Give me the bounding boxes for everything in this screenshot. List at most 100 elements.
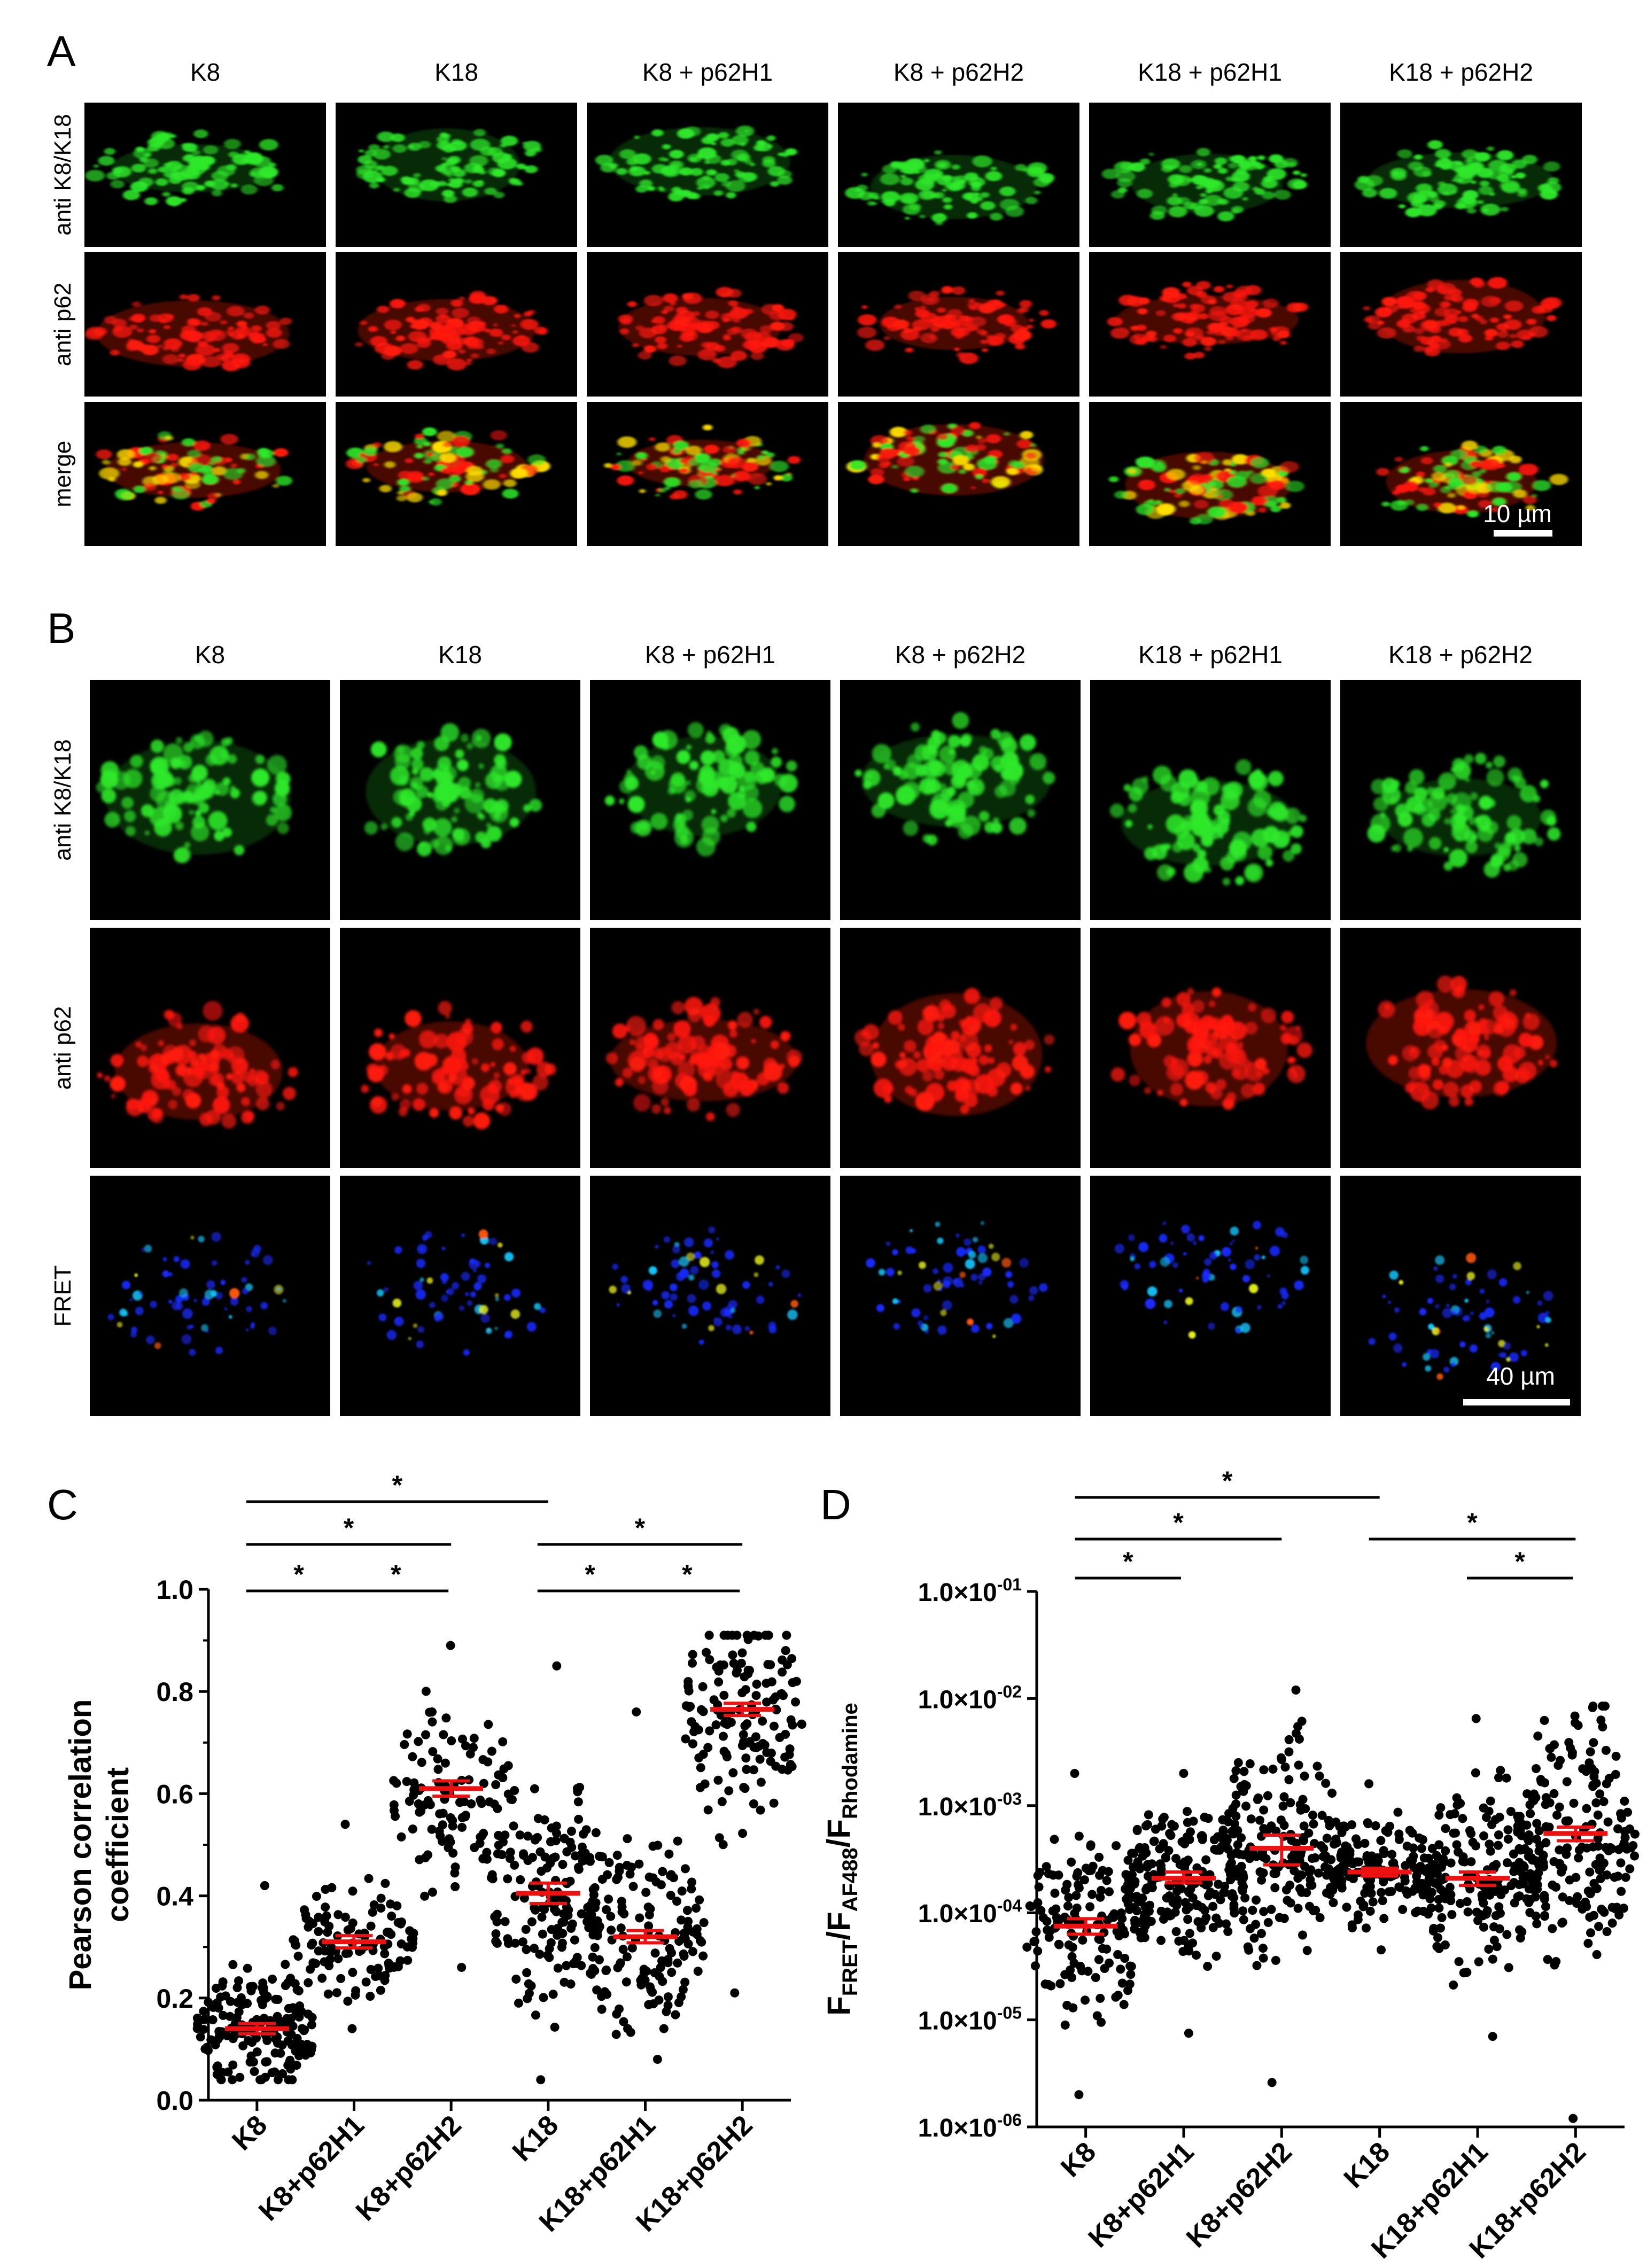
data-point bbox=[1524, 1898, 1534, 1907]
data-point bbox=[275, 2016, 284, 2025]
data-point bbox=[1462, 1897, 1472, 1907]
data-point bbox=[632, 1707, 641, 1716]
chart-d-fret-ratio: 1.0×10-06 1.0×10-05 1.0×10-04 1.0×10-03 1.0×… bbox=[821, 1466, 1640, 2265]
data-point bbox=[1584, 1758, 1594, 1768]
data-point bbox=[539, 1993, 548, 2002]
data-point bbox=[601, 1966, 611, 1976]
column-title: K18 bbox=[434, 58, 478, 86]
data-point bbox=[476, 1832, 485, 1842]
data-point bbox=[457, 1822, 467, 1832]
data-point bbox=[1502, 1773, 1511, 1783]
data-point bbox=[1105, 1887, 1114, 1897]
data-point bbox=[1502, 1930, 1512, 1939]
data-point bbox=[687, 1877, 697, 1887]
data-point bbox=[232, 1983, 242, 1992]
data-point bbox=[781, 1646, 790, 1656]
panel-b-letter: B bbox=[47, 604, 76, 652]
data-point bbox=[333, 1954, 343, 1963]
data-point bbox=[1295, 1800, 1305, 1809]
data-point bbox=[1561, 1850, 1571, 1859]
data-point bbox=[762, 1679, 771, 1688]
data-point bbox=[1354, 1857, 1364, 1867]
micrograph-image bbox=[340, 1176, 580, 1416]
data-point bbox=[1447, 1910, 1457, 1920]
data-point bbox=[1590, 1767, 1599, 1776]
data-point bbox=[199, 2024, 208, 2034]
data-point bbox=[1602, 1779, 1611, 1789]
data-point bbox=[592, 1985, 602, 1995]
data-series-K18+p62H2 bbox=[681, 1630, 806, 1998]
data-point bbox=[1479, 1831, 1489, 1840]
data-point bbox=[1158, 1814, 1168, 1824]
data-point bbox=[617, 1902, 627, 1912]
data-point bbox=[570, 1935, 579, 1945]
data-point bbox=[530, 1944, 539, 1953]
data-point bbox=[535, 1949, 545, 1959]
data-point bbox=[738, 1829, 748, 1838]
data-point bbox=[1231, 1766, 1241, 1775]
data-point bbox=[1534, 1826, 1544, 1836]
data-point bbox=[1237, 1861, 1246, 1871]
data-point bbox=[1421, 1867, 1431, 1876]
data-point bbox=[320, 1946, 330, 1956]
data-point bbox=[271, 2034, 281, 2044]
data-point bbox=[1034, 1882, 1044, 1892]
data-point bbox=[1588, 1842, 1598, 1852]
data-point bbox=[440, 1758, 450, 1768]
data-point bbox=[1337, 1883, 1347, 1893]
data-point bbox=[1365, 1906, 1375, 1916]
data-point bbox=[1340, 1861, 1349, 1870]
data-point bbox=[1565, 1896, 1574, 1905]
x-tick-label: K8 bbox=[226, 2109, 273, 2156]
data-point bbox=[588, 1896, 597, 1906]
micrograph-image bbox=[336, 402, 577, 546]
data-point bbox=[1411, 1908, 1420, 1917]
data-point bbox=[1259, 1824, 1269, 1834]
data-point bbox=[1267, 2078, 1277, 2087]
data-point bbox=[1555, 1860, 1565, 1870]
data-point bbox=[447, 1736, 456, 1745]
data-point bbox=[758, 1716, 767, 1726]
data-point bbox=[699, 1918, 709, 1928]
data-point bbox=[1387, 1850, 1397, 1859]
data-point bbox=[1599, 1907, 1609, 1917]
data-point bbox=[597, 2005, 607, 2014]
data-point bbox=[1598, 1722, 1607, 1731]
data-point bbox=[1236, 1782, 1246, 1791]
significance-star: * bbox=[585, 1559, 595, 1589]
data-point bbox=[461, 1741, 470, 1751]
data-point bbox=[562, 1961, 571, 1970]
data-point bbox=[553, 1963, 563, 1973]
data-point bbox=[1259, 1805, 1269, 1815]
data-point bbox=[590, 1943, 600, 1952]
data-point bbox=[1600, 1702, 1610, 1711]
data-point bbox=[679, 1952, 689, 1961]
data-point bbox=[1192, 1951, 1201, 1960]
data-point bbox=[301, 2050, 310, 2060]
data-point bbox=[1098, 1944, 1107, 1953]
data-point bbox=[484, 1720, 493, 1729]
data-point bbox=[228, 2060, 238, 2070]
data-point bbox=[1229, 1900, 1239, 1909]
data-point bbox=[1074, 1831, 1084, 1841]
data-point bbox=[1327, 1788, 1337, 1798]
column-title: K8 bbox=[190, 58, 221, 86]
data-point bbox=[1246, 1814, 1256, 1824]
micrograph-image bbox=[1089, 103, 1331, 247]
data-point bbox=[1473, 1916, 1483, 1925]
data-point bbox=[1258, 1868, 1268, 1878]
data-point bbox=[1526, 1809, 1535, 1819]
data-point bbox=[728, 1650, 737, 1660]
data-point bbox=[307, 2013, 317, 2022]
data-point bbox=[208, 2015, 217, 2025]
data-point bbox=[1241, 1801, 1251, 1811]
data-point bbox=[537, 1912, 547, 1922]
data-point bbox=[1611, 1769, 1620, 1779]
data-point bbox=[1393, 1807, 1403, 1817]
data-point bbox=[1549, 1789, 1559, 1798]
data-point bbox=[1532, 1819, 1542, 1828]
data-point bbox=[652, 2055, 662, 2064]
data-point bbox=[533, 1814, 543, 1823]
data-point bbox=[469, 1743, 478, 1752]
data-point bbox=[273, 1994, 283, 2004]
